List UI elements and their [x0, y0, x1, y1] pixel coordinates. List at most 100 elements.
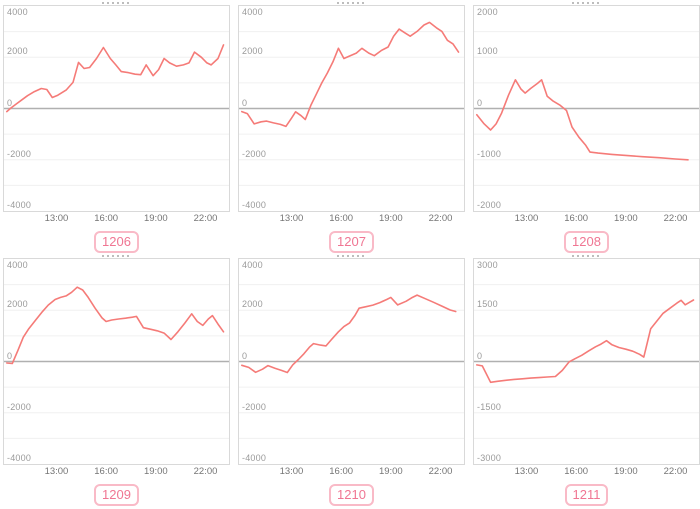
- y-tick-label: -1500: [477, 401, 502, 412]
- chart-id-badge[interactable]: 1209: [94, 484, 139, 506]
- x-tick-label: 22:00: [193, 213, 218, 224]
- y-tick-label: 0: [477, 350, 483, 361]
- y-tick-label: 3000: [477, 260, 498, 270]
- x-tick-label: 16:00: [564, 466, 589, 477]
- x-tick-label: 13:00: [279, 466, 304, 477]
- line-chart: [239, 6, 464, 211]
- y-tick-label: 0: [242, 97, 248, 108]
- clipped-title-fragment: [571, 2, 602, 4]
- chart-panel: 4000 2000 0 -2000 -4000: [3, 258, 230, 465]
- y-tick-label: -2000: [477, 200, 502, 210]
- line-chart: [474, 6, 699, 211]
- clipped-chart-title: [3, 253, 230, 258]
- x-tick-label: 19:00: [143, 466, 168, 477]
- y-tick-label: 0: [7, 350, 13, 361]
- chart-cell: 2000 1000 0 -1000 -2000 13:00 16:00 19:00 22:00…: [473, 0, 700, 253]
- charts-row-1: 4000 2000 0 -2000 -4000 13:00 16:00 19:00 22:00…: [0, 0, 700, 253]
- chart-id-badge[interactable]: 1211: [564, 484, 609, 506]
- y-tick-label: 4000: [7, 260, 28, 270]
- y-tick-label: 0: [477, 97, 483, 108]
- y-tick-label: -1000: [477, 148, 502, 159]
- line-chart: [4, 259, 229, 464]
- y-tick-label: 2000: [7, 46, 28, 57]
- y-tick-label: 0: [242, 350, 248, 361]
- chart-id-badge[interactable]: 1206: [94, 231, 139, 253]
- x-tick-label: 13:00: [514, 466, 539, 477]
- chart-panel: 4000 2000 0 -2000 -4000: [238, 258, 465, 465]
- line-chart: [239, 259, 464, 464]
- x-axis-labels: 13:00 16:00 19:00 22:00: [238, 465, 465, 480]
- x-tick-label: 19:00: [613, 213, 638, 224]
- x-tick-label: 13:00: [44, 466, 69, 477]
- x-tick-label: 22:00: [193, 466, 218, 477]
- chart-badge-row: 1208: [473, 227, 700, 253]
- x-tick-label: 22:00: [428, 466, 453, 477]
- y-tick-label: 2000: [242, 46, 263, 57]
- chart-panel: 4000 2000 0 -2000 -4000: [238, 5, 465, 212]
- clipped-title-fragment: [336, 2, 367, 4]
- chart-panel: 4000 2000 0 -2000 -4000: [3, 5, 230, 212]
- x-tick-label: 16:00: [329, 466, 354, 477]
- chart-cell: 4000 2000 0 -2000 -4000 13:00 16:00 19:00 22:00…: [3, 253, 230, 506]
- x-tick-label: 19:00: [143, 213, 168, 224]
- clipped-chart-title: [473, 0, 700, 5]
- y-tick-label: 2000: [242, 299, 263, 310]
- chart-id-badge[interactable]: 1207: [329, 231, 374, 253]
- clipped-chart-title: [238, 0, 465, 5]
- x-axis-labels: 13:00 16:00 19:00 22:00: [3, 212, 230, 227]
- chart-badge-row: 1207: [238, 227, 465, 253]
- y-tick-label: -4000: [242, 200, 267, 210]
- charts-row-2: 4000 2000 0 -2000 -4000 13:00 16:00 19:00 22:00…: [0, 253, 700, 506]
- chart-badge-row: 1210: [238, 480, 465, 506]
- x-tick-label: 19:00: [378, 213, 403, 224]
- y-tick-label: -3000: [477, 453, 502, 463]
- chart-cell: 4000 2000 0 -2000 -4000 13:00 16:00 19:00 22:00…: [3, 0, 230, 253]
- chart-panel: 2000 1000 0 -1000 -2000: [473, 5, 700, 212]
- chart-cell: 4000 2000 0 -2000 -4000 13:00 16:00 19:00 22:00…: [238, 0, 465, 253]
- x-tick-label: 16:00: [564, 213, 589, 224]
- y-tick-label: 2000: [7, 299, 28, 310]
- x-tick-label: 22:00: [663, 213, 688, 224]
- x-axis-labels: 13:00 16:00 19:00 22:00: [238, 212, 465, 227]
- y-tick-label: 1000: [477, 46, 498, 57]
- chart-cell: 4000 2000 0 -2000 -4000 13:00 16:00 19:00 22:00…: [238, 253, 465, 506]
- y-tick-label: -2000: [242, 148, 267, 159]
- clipped-title-fragment: [101, 255, 132, 257]
- x-tick-label: 16:00: [94, 466, 119, 477]
- x-tick-label: 19:00: [613, 466, 638, 477]
- y-tick-label: 0: [7, 97, 13, 108]
- y-tick-label: -4000: [7, 200, 32, 210]
- y-tick-label: 4000: [242, 7, 263, 17]
- x-axis-labels: 13:00 16:00 19:00 22:00: [3, 465, 230, 480]
- y-tick-label: 4000: [7, 7, 28, 17]
- x-tick-label: 22:00: [428, 213, 453, 224]
- x-tick-label: 13:00: [514, 213, 539, 224]
- line-chart: [474, 259, 699, 464]
- chart-panel: 3000 1500 0 -1500 -3000: [473, 258, 700, 465]
- y-tick-label: 4000: [242, 260, 263, 270]
- y-tick-label: 1500: [477, 299, 498, 310]
- x-tick-label: 16:00: [94, 213, 119, 224]
- x-tick-label: 19:00: [378, 466, 403, 477]
- y-tick-label: 2000: [477, 7, 498, 17]
- clipped-title-fragment: [571, 255, 602, 257]
- clipped-chart-title: [3, 0, 230, 5]
- clipped-title-fragment: [101, 2, 132, 4]
- line-chart: [4, 6, 229, 211]
- y-tick-label: -2000: [7, 401, 32, 412]
- chart-id-badge[interactable]: 1208: [564, 231, 609, 253]
- clipped-chart-title: [238, 253, 465, 258]
- x-tick-label: 13:00: [44, 213, 69, 224]
- y-tick-label: -2000: [242, 401, 267, 412]
- x-axis-labels: 13:00 16:00 19:00 22:00: [473, 212, 700, 227]
- y-tick-label: -4000: [7, 453, 32, 463]
- x-tick-label: 22:00: [663, 466, 688, 477]
- x-axis-labels: 13:00 16:00 19:00 22:00: [473, 465, 700, 480]
- chart-id-badge[interactable]: 1210: [329, 484, 374, 506]
- chart-badge-row: 1206: [3, 227, 230, 253]
- x-tick-label: 13:00: [279, 213, 304, 224]
- x-tick-label: 16:00: [329, 213, 354, 224]
- chart-cell: 3000 1500 0 -1500 -3000 13:00 16:00 19:00 22:00…: [473, 253, 700, 506]
- chart-badge-row: 1211: [473, 480, 700, 506]
